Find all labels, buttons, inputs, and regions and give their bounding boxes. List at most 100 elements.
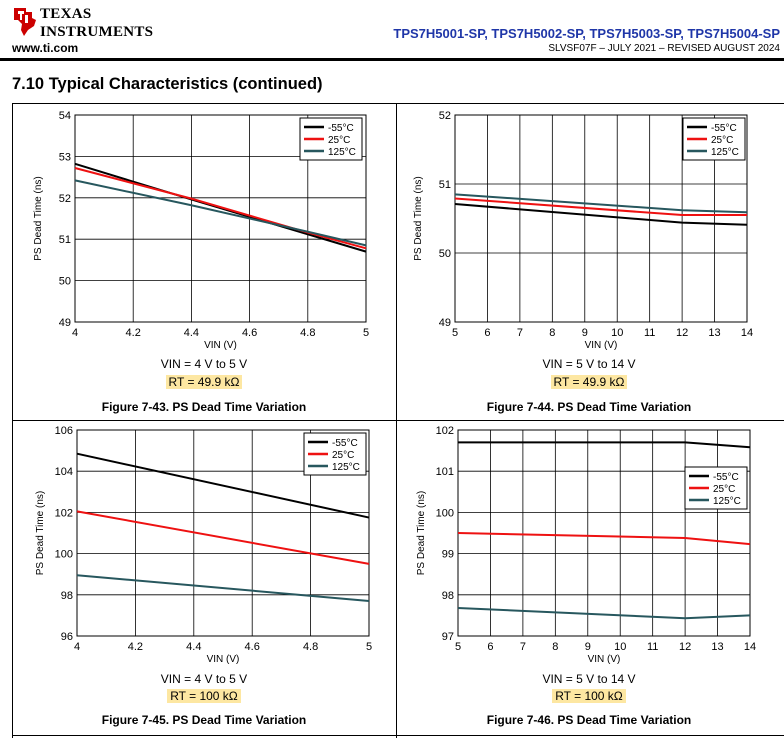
y-axis-label: PS Dead Time (ns) <box>416 491 427 575</box>
chart-7-45: 4 4.2 4.4 4.6 4.8 5 96 98 100 102 104 106 VIN (V) PS … <box>35 425 372 665</box>
y-tick-label: 49 <box>59 317 71 329</box>
y-tick-label: 98 <box>61 590 73 602</box>
plot-frame <box>454 114 748 323</box>
series-line <box>457 606 751 620</box>
x-tick-label: 13 <box>708 327 720 339</box>
x-tick-label: 4.6 <box>242 327 257 339</box>
y-tick-label: 104 <box>55 466 73 478</box>
x-tick-label: 11 <box>647 641 658 653</box>
x-tick-label: 9 <box>585 641 591 653</box>
figure-rt-value: RT = 100 kΩ <box>552 689 626 703</box>
x-tick-label: 11 <box>644 327 655 339</box>
x-tick-label: 14 <box>741 327 753 339</box>
plot-frame <box>74 114 367 323</box>
legend-box <box>682 117 746 161</box>
legend-label: 125°C <box>332 462 360 473</box>
y-axis-label: PS Dead Time (ns) <box>413 176 424 260</box>
legend-label: 25°C <box>711 135 733 146</box>
figure-condition: VIN = 4 V to 5 V <box>160 357 248 371</box>
legend-label: 25°C <box>713 484 735 495</box>
legend-label: 25°C <box>332 450 354 461</box>
x-tick-label: 6 <box>484 327 490 339</box>
figure-7-46: 5 6 7 8 9 10 11 12 13 14 97 98 99 100 101 102 VIN (V) PS … <box>397 421 784 735</box>
chart-7-44: 5 6 7 8 9 10 11 12 13 14 49 50 51 52 VIN (V) PS Dead Ti… <box>413 110 753 351</box>
legend-label: -55°C <box>713 472 739 483</box>
y-tick-label: 102 <box>436 425 454 437</box>
website-link[interactable]: www.ti.com <box>12 41 79 55</box>
x-tick-label: 4.4 <box>186 641 201 653</box>
y-tick-label: 99 <box>442 549 454 561</box>
y-tick-label: 96 <box>61 631 73 643</box>
y-tick-label: 51 <box>439 179 451 191</box>
y-tick-label: 52 <box>439 110 451 122</box>
y-tick-label: 51 <box>59 234 71 246</box>
x-tick-label: 8 <box>552 641 558 653</box>
x-tick-label: 4 <box>72 327 78 339</box>
figure-rt-value: RT = 49.9 kΩ <box>550 375 628 389</box>
series-line <box>457 532 751 546</box>
y-tick-label: 102 <box>55 507 73 519</box>
x-tick-label: 4.8 <box>303 641 318 653</box>
y-tick-label: 97 <box>442 631 454 643</box>
plot-frame <box>76 429 370 637</box>
section-title: 7.10 Typical Characteristics (continued) <box>12 75 323 93</box>
grid-border-bottom <box>12 735 784 736</box>
x-tick-label: 4.2 <box>128 641 143 653</box>
logo-line1: TEXAS <box>40 6 92 22</box>
y-tick-label: 100 <box>436 507 454 519</box>
series-line <box>74 162 367 253</box>
legend-label: 125°C <box>328 147 356 158</box>
y-tick-label: 54 <box>59 110 71 122</box>
logo-line2: INSTRUMENTS <box>40 24 154 40</box>
x-axis-label: VIN (V) <box>585 340 618 351</box>
series-line <box>454 203 748 226</box>
x-tick-label: 7 <box>520 641 526 653</box>
x-tick-label: 5 <box>455 641 461 653</box>
part-numbers-link[interactable]: TPS7H5001-SP, TPS7H5002-SP, TPS7H5003-SP… <box>393 26 780 41</box>
figure-condition: VIN = 4 V to 5 V <box>160 672 248 686</box>
figure-7-43: 4 4.2 4.4 4.6 4.8 5 49 50 51 52 53 54 VIN (V) PS Dead… <box>12 104 396 420</box>
x-tick-label: 6 <box>487 641 493 653</box>
y-tick-label: 101 <box>436 466 454 478</box>
y-tick-label: 106 <box>55 425 73 437</box>
x-tick-label: 4.4 <box>184 327 199 339</box>
x-tick-label: 12 <box>676 327 688 339</box>
x-tick-label: 10 <box>614 641 626 653</box>
y-tick-label: 52 <box>59 193 71 205</box>
figure-caption: Figure 7-44. PS Dead Time Variation <box>486 400 692 414</box>
x-axis-label: VIN (V) <box>204 340 237 351</box>
series-line <box>74 167 367 250</box>
figure-caption: Figure 7-46. PS Dead Time Variation <box>486 713 692 727</box>
x-axis-label: VIN (V) <box>588 654 621 665</box>
ti-logo[interactable]: TEXAS INSTRUMENTS <box>12 4 162 48</box>
y-tick-label: 50 <box>439 248 451 260</box>
y-axis-label: PS Dead Time (ns) <box>35 491 46 575</box>
y-tick-label: 100 <box>55 549 73 561</box>
legend-label: -55°C <box>328 123 354 134</box>
series-line <box>76 510 370 565</box>
figure-rt-value: RT = 49.9 kΩ <box>165 375 243 389</box>
x-tick-label: 12 <box>679 641 691 653</box>
series-line <box>454 197 747 217</box>
series-line <box>74 179 367 247</box>
figure-7-44: 5 6 7 8 9 10 11 12 13 14 49 50 51 52 VIN (V) PS Dead Ti… <box>397 104 784 420</box>
x-tick-label: 7 <box>517 327 523 339</box>
ti-logo-icon <box>14 8 36 36</box>
chart-7-46: 5 6 7 8 9 10 11 12 13 14 97 98 99 100 101 102 VIN (V) PS … <box>416 425 756 665</box>
page-header: TEXAS INSTRUMENTS www.ti.com TPS7H5001-S… <box>0 0 784 62</box>
figure-caption: Figure 7-45. PS Dead Time Variation <box>101 713 307 727</box>
series-line <box>76 452 370 519</box>
legend-label: -55°C <box>332 438 358 449</box>
x-tick-label: 10 <box>611 327 623 339</box>
series-line <box>458 441 751 449</box>
figure-7-45: 4 4.2 4.4 4.6 4.8 5 96 98 100 102 104 106 VIN (V) PS … <box>12 421 396 735</box>
x-axis-label: VIN (V) <box>207 654 240 665</box>
y-tick-label: 49 <box>439 317 451 329</box>
x-tick-label: 4.6 <box>245 641 260 653</box>
y-tick-label: 50 <box>59 276 71 288</box>
figure-condition: VIN = 5 V to 14 V <box>542 672 636 686</box>
legend-label: 125°C <box>713 496 741 507</box>
legend-label: -55°C <box>711 123 737 134</box>
